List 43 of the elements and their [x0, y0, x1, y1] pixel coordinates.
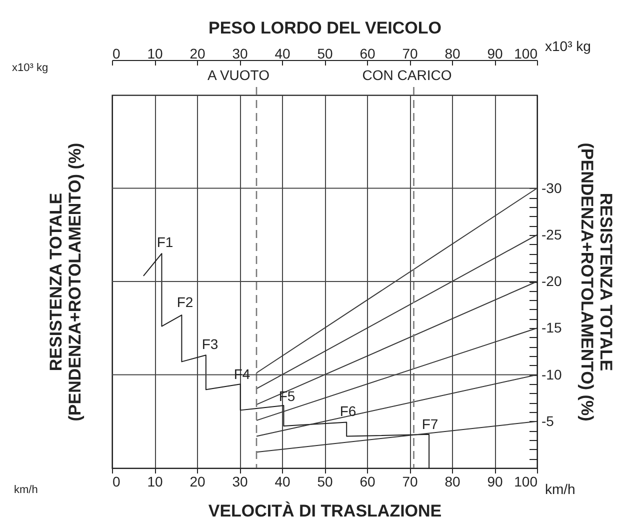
x2-tick-label: 80 — [444, 46, 460, 62]
x2-tick-label: 50 — [317, 46, 333, 62]
text: x10³ kg — [545, 38, 591, 54]
x2-tick-label: 70 — [402, 46, 418, 62]
annotation: F6 — [340, 403, 356, 419]
y2-tick-label: -25 — [542, 226, 562, 242]
x2-tick-label: 10 — [147, 46, 163, 62]
x-tick-label: 40 — [274, 474, 290, 490]
x2-tick-label: 90 — [487, 46, 503, 62]
x-tick-label: 30 — [232, 474, 248, 490]
x-tick-label: 50 — [317, 474, 333, 490]
x-axis-title: VELOCITÀ DI TRASLAZIONE — [208, 500, 442, 520]
ref-line-label: CON CARICO — [362, 67, 452, 83]
y2-tick-label: -15 — [542, 320, 562, 336]
x-tick-label: 10 — [147, 474, 163, 490]
x2-tick-label: 40 — [274, 46, 290, 62]
x-tick-label: 20 — [190, 474, 206, 490]
ref-line-label: A VUOTO — [208, 67, 270, 83]
x-tick-label: 0 — [112, 474, 120, 490]
annotation: F1 — [156, 234, 174, 250]
annotation: F3 — [202, 336, 218, 352]
annotation: F2 — [176, 294, 194, 310]
y-axis-title: RESISTENZA TOTALE (PENDENZA+ROTOLAMENTO) (%) — [46, 142, 84, 422]
x2-tick-label: 0 — [112, 46, 120, 62]
y2-tick-label: -5 — [542, 412, 554, 429]
y2-tick-label: -10 — [542, 366, 562, 382]
y2-axis-title: RESISTENZA TOTALE (PENDENZA+ROTOLAMENTO) (%) — [578, 142, 616, 422]
x-tick-label: 70 — [402, 474, 418, 490]
x-tick-label: 100 — [514, 474, 538, 490]
annotation: F7 — [422, 416, 438, 432]
x2-tick-label: 20 — [190, 46, 206, 62]
x2-tick-label: 60 — [360, 46, 376, 62]
x2-tick-label: 30 — [232, 46, 248, 62]
y2-tick-label: -30 — [542, 180, 562, 196]
text: km/h — [545, 481, 576, 497]
x2-axis-title: PESO LORDO DEL VEICOLO — [208, 18, 442, 38]
text: km/h — [14, 484, 38, 496]
x2-tick-label: 100 — [514, 46, 538, 62]
y2-tick-label: -20 — [542, 273, 562, 289]
x-tick-label: 90 — [487, 474, 503, 490]
x-tick-label: 60 — [360, 474, 376, 490]
x-tick-label: 80 — [444, 474, 460, 490]
text: x10³ kg — [12, 62, 48, 74]
